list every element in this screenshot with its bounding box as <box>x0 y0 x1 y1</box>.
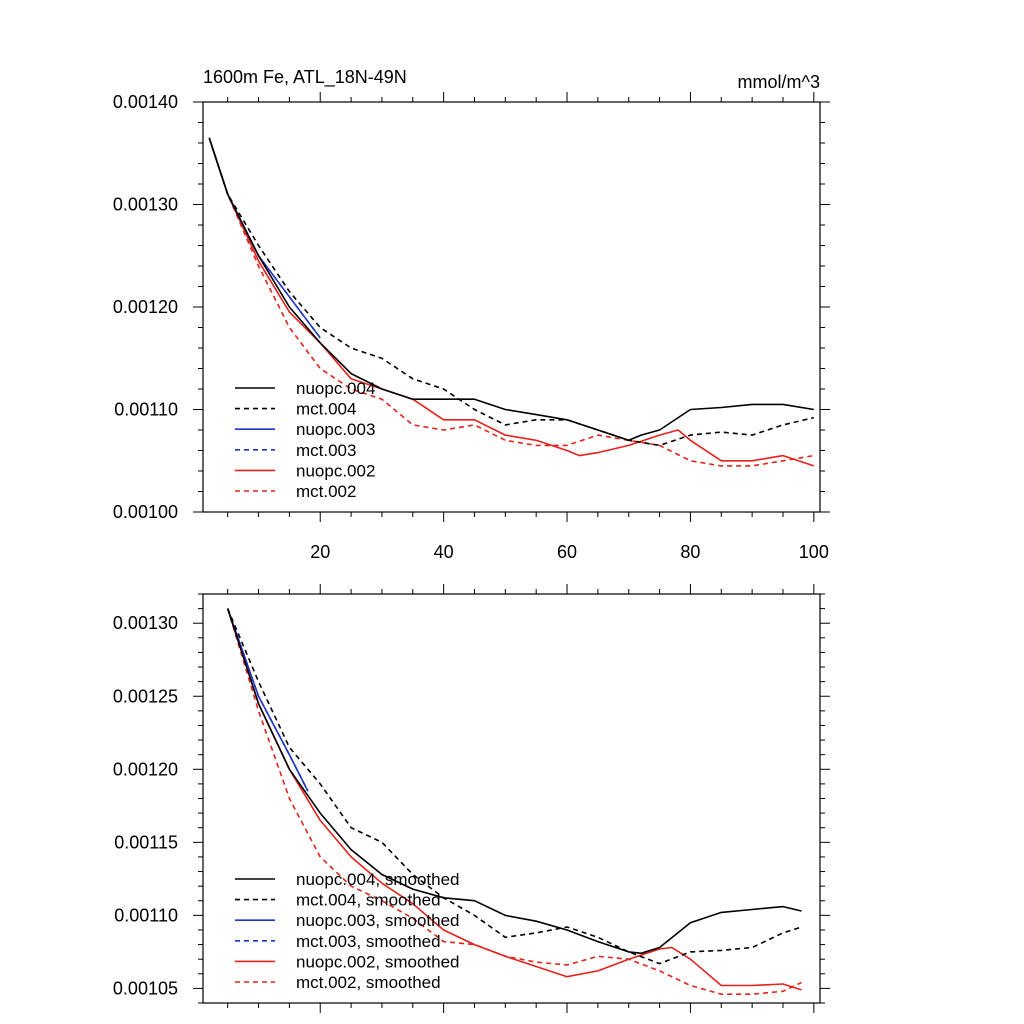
legend-label-nuopc-003-smoothed: nuopc.003, smoothed <box>296 911 460 930</box>
y-tick-label: 0.00115 <box>114 832 178 852</box>
x-tick-label: 80 <box>680 542 700 562</box>
legend-label-nuopc-002-smoothed: nuopc.002, smoothed <box>296 952 460 971</box>
legend-label-mct-004-smoothed: mct.004, smoothed <box>296 891 441 910</box>
x-tick-label: 20 <box>310 542 330 562</box>
series-line-mct-003 <box>208 137 321 339</box>
legend-label-mct-003-smoothed: mct.003, smoothed <box>296 932 441 951</box>
series-line-mct-004-smoothed <box>226 608 802 965</box>
top-panel-units: mmol/m^3 <box>738 72 820 92</box>
bottom-panel-frame <box>202 593 821 1004</box>
legend-label-mct-003: mct.003 <box>296 441 356 460</box>
top-panel-tick-labels: 20 40 60 80 100 0.00100 0.00110 0.00120 0.00130 0… <box>113 92 829 562</box>
y-tick-label: 0.00130 <box>113 195 178 215</box>
legend-label-nuopc-002: nuopc.002 <box>296 461 375 480</box>
bottom-panel: 0.00105 0.00110 0.00115 0.00120 0.00125 0.001… <box>113 584 830 1013</box>
legend-label-mct-004: mct.004 <box>296 400 356 419</box>
y-tick-label: 0.00110 <box>114 905 178 925</box>
series-line-nuopc-004 <box>208 137 814 442</box>
series-line-nuopc-003 <box>208 137 321 339</box>
series-line-mct-004 <box>208 137 814 447</box>
legend-label-mct-002-smoothed: mct.002, smoothed <box>296 973 441 992</box>
series-line-nuopc-003-smoothed <box>226 608 309 792</box>
bottom-panel-tick-labels: 0.00105 0.00110 0.00115 0.00120 0.00125 0.001… <box>113 613 178 998</box>
bottom-panel-ticks <box>193 584 830 1013</box>
series-line-nuopc-002-smoothed <box>226 608 802 991</box>
y-tick-label: 0.00120 <box>113 759 178 779</box>
y-tick-label: 0.00110 <box>114 400 178 420</box>
series-line-nuopc-004-smoothed <box>226 608 802 955</box>
series-line-nuopc-002 <box>208 137 815 467</box>
bottom-panel-series <box>226 608 802 996</box>
legend-label-nuopc-004: nuopc.004 <box>296 379 375 398</box>
y-tick-label: 0.00100 <box>113 502 178 522</box>
top-panel-ticks <box>193 92 830 522</box>
y-tick-label: 0.00105 <box>113 978 178 998</box>
x-tick-label: 100 <box>799 542 829 562</box>
top-panel-frame <box>202 101 821 513</box>
legend-label-nuopc-003: nuopc.003 <box>296 420 375 439</box>
y-tick-label: 0.00140 <box>113 92 178 112</box>
y-tick-label: 0.00130 <box>113 613 178 633</box>
series-line-mct-002 <box>208 137 814 467</box>
x-tick-label: 60 <box>557 542 577 562</box>
legend-label-nuopc-004-smoothed: nuopc.004, smoothed <box>296 870 460 889</box>
top-panel: 1600m Fe, ATL_18N-49N mmol/m^3 20 40 60 80 1… <box>113 67 830 562</box>
series-line-mct-002-smoothed <box>226 608 802 996</box>
y-tick-label: 0.00120 <box>113 297 178 317</box>
y-tick-label: 0.00125 <box>113 686 178 706</box>
top-panel-series <box>208 137 815 467</box>
x-tick-label: 40 <box>434 542 454 562</box>
top-panel-title: 1600m Fe, ATL_18N-49N <box>203 67 407 88</box>
legend-label-mct-002: mct.002 <box>296 482 356 501</box>
